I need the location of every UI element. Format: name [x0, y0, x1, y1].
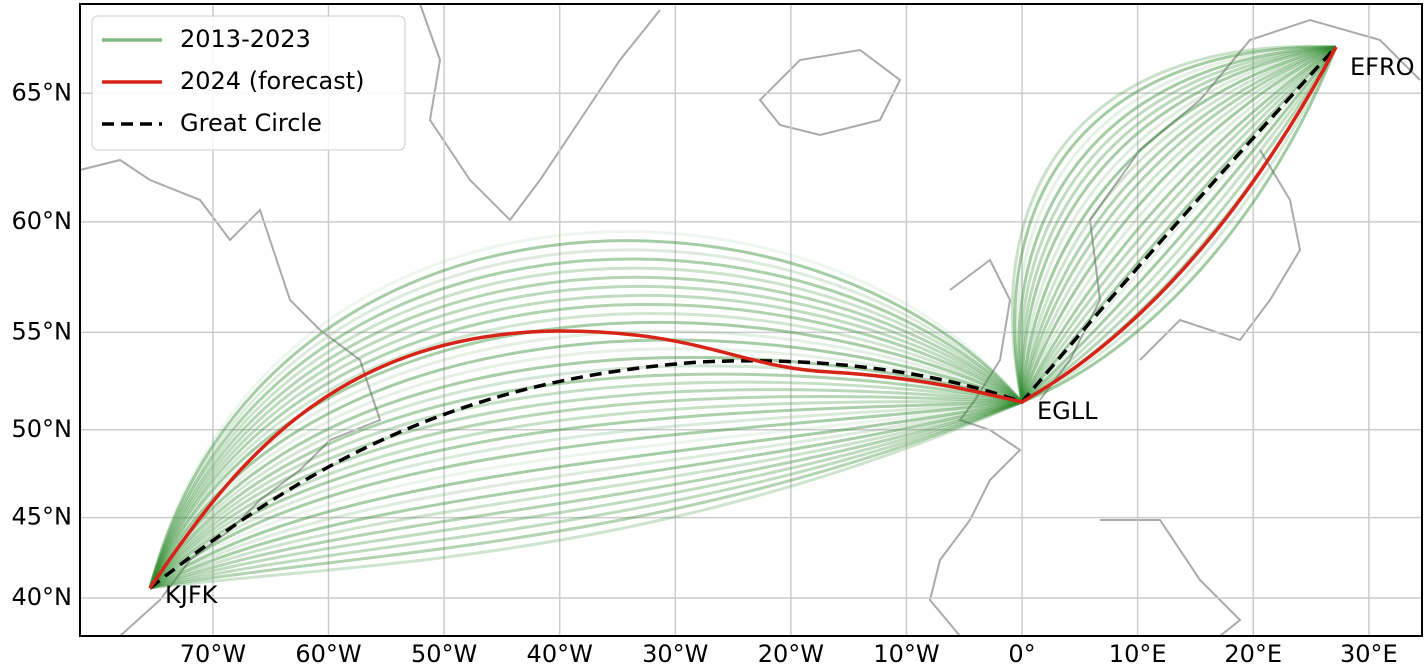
historic-route — [1021, 46, 1338, 404]
historic-route — [148, 400, 1023, 590]
historic-route — [148, 312, 1023, 589]
grid — [80, 4, 1422, 636]
x-tick-label: 70°W — [180, 640, 246, 668]
historic-route — [149, 400, 1023, 590]
historic-route — [148, 284, 1023, 589]
historic-route — [149, 400, 1023, 590]
coast — [928, 258, 1022, 637]
historic-route — [1013, 45, 1337, 403]
historic-route — [1020, 45, 1337, 403]
historic-route — [148, 229, 1024, 589]
x-tick-label: 0° — [1008, 640, 1035, 668]
historic-route — [1020, 45, 1337, 403]
legend-box — [91, 15, 406, 151]
x-tick-label: 20°W — [758, 640, 824, 668]
x-tick-label: 30°E — [1340, 640, 1398, 668]
historic-route — [148, 248, 1024, 589]
historic-route — [148, 266, 1024, 589]
historic-route — [1021, 46, 1338, 404]
historic-route — [149, 400, 1023, 590]
coast — [419, 3, 661, 222]
coast — [1100, 519, 1242, 637]
y-tick-label: 60°N — [12, 207, 73, 235]
coast — [758, 48, 902, 137]
historic-route — [1018, 45, 1337, 403]
historic-route — [1020, 45, 1337, 403]
historic-route — [1020, 46, 1338, 404]
historic-route — [149, 400, 1023, 590]
historic-route — [149, 400, 1023, 590]
airport-label: EGLL — [1037, 397, 1098, 425]
airport-label: KJFK — [165, 581, 219, 609]
historic-route — [149, 400, 1023, 590]
x-tick-label: 10°W — [873, 640, 939, 668]
y-tick-label: 45°N — [12, 503, 73, 531]
map-frame — [79, 3, 1423, 637]
historic-route — [149, 400, 1023, 590]
historic-route — [148, 275, 1023, 589]
historic-route — [1017, 45, 1337, 403]
historic-route — [1020, 45, 1337, 403]
historic-route — [1015, 45, 1337, 403]
historic-route — [1021, 46, 1338, 404]
historic-route — [148, 388, 1023, 589]
y-tick-label: 65°N — [12, 78, 73, 106]
coast — [1139, 149, 1302, 361]
historic-route — [148, 329, 1023, 589]
historic-route — [1021, 46, 1338, 404]
historic-route — [148, 355, 1023, 589]
x-tick-label: 60°W — [295, 640, 361, 668]
historic-route — [148, 395, 1023, 589]
historic-route — [1020, 45, 1337, 403]
airport-label: EFRO — [1350, 53, 1415, 81]
historic-route — [1020, 45, 1337, 403]
x-tick-label: 40°W — [527, 640, 593, 668]
ticks: 70°W 60°W 50°W 40°W 30°W 20°W 10°W 0° 10°E 20°E 30… — [12, 78, 1398, 668]
x-tick-label: 10°E — [1109, 640, 1167, 668]
historic-route — [149, 400, 1023, 590]
historic-route — [148, 400, 1023, 590]
historic-route — [148, 380, 1023, 589]
historic-route — [1020, 45, 1337, 403]
historic-route — [1020, 45, 1337, 403]
historic-route — [1020, 45, 1337, 403]
routes — [148, 44, 1338, 590]
y-tick-label: 55°N — [12, 317, 73, 345]
historic-route — [148, 347, 1023, 589]
historic-route — [148, 400, 1023, 590]
historic-route — [1020, 45, 1337, 403]
y-tick-label: 50°N — [12, 415, 73, 443]
forecast-route — [148, 46, 1338, 589]
historic-route — [149, 400, 1023, 590]
great-circle — [148, 45, 1338, 590]
historic-route — [149, 400, 1023, 590]
legend-label: 2024 (forecast) — [180, 67, 365, 95]
historic-route — [1020, 45, 1337, 403]
coast — [79, 158, 382, 637]
historic-route — [1020, 45, 1338, 403]
historic-route — [1010, 44, 1337, 403]
y-tick-label: 40°N — [12, 583, 73, 611]
historic-route — [148, 293, 1023, 589]
x-tick-label: 20°E — [1224, 640, 1282, 668]
historic-route — [1019, 45, 1337, 403]
historic-route — [148, 239, 1024, 589]
historic-route — [1020, 45, 1337, 403]
historic-route — [148, 303, 1023, 589]
legend-label: 2013-2023 — [180, 25, 311, 53]
x-tick-label: 30°W — [642, 640, 708, 668]
historic-route — [148, 257, 1024, 589]
legend-label: Great Circle — [180, 109, 322, 137]
legend: 2013-2023 2024 (forecast) Great Circle — [91, 15, 406, 151]
historic-route — [149, 400, 1023, 590]
x-tick-label: 50°W — [411, 640, 477, 668]
